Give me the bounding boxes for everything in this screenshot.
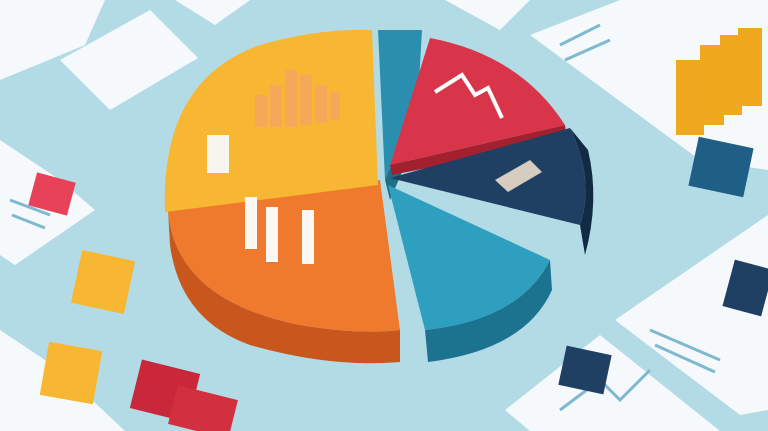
paper (505, 335, 720, 431)
cube-blue (688, 136, 754, 198)
bar-chart-icon (255, 70, 340, 127)
white-block (207, 135, 229, 173)
cube-red (168, 385, 238, 431)
cube-yellow (39, 341, 103, 405)
paper (175, 0, 250, 25)
paper (530, 0, 768, 170)
slice-navy (390, 128, 586, 225)
slice-teal-side (425, 260, 552, 362)
paper (615, 215, 768, 415)
slice-teal (388, 185, 550, 330)
cubes (28, 28, 768, 431)
paper-lines (9, 198, 51, 230)
paper-line-chart (559, 368, 652, 412)
paper (0, 0, 105, 80)
slice-red-side (390, 125, 567, 175)
paper (445, 0, 530, 30)
paper-graphics (9, 23, 721, 412)
white-bars-icon (245, 197, 314, 264)
cube-yellow (70, 249, 136, 315)
paper-lines (649, 328, 721, 374)
trend-down-icon (433, 72, 504, 119)
building-icon (495, 160, 542, 192)
slice-orange-side (168, 210, 400, 364)
slice-teal-narrow (378, 30, 422, 180)
paper-lines (559, 23, 611, 62)
slice-red (390, 38, 565, 165)
cube-navy (558, 345, 612, 395)
pie-decorations (207, 70, 542, 264)
slice-orange (168, 180, 400, 332)
cube-pink (28, 172, 76, 216)
slice-navy-side (570, 128, 594, 255)
yellow-bar-stack (676, 28, 762, 135)
cube-navy (722, 259, 768, 317)
paper (60, 10, 198, 110)
